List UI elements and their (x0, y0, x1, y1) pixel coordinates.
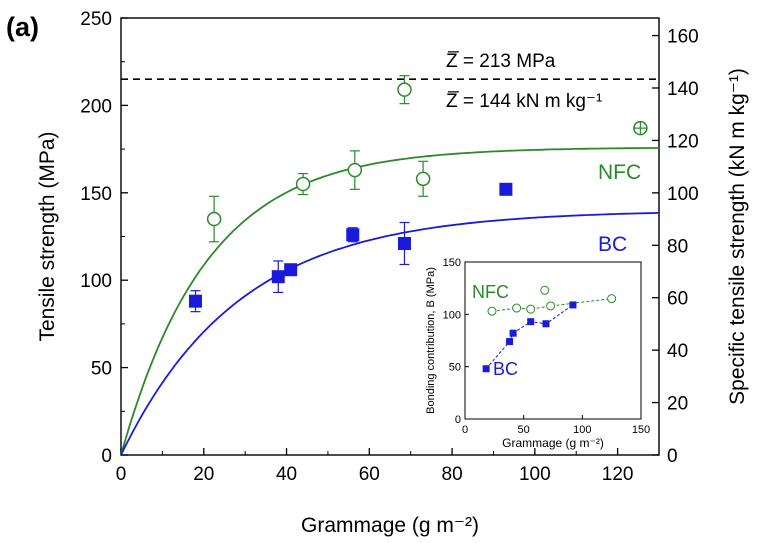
data-point-bc (284, 263, 298, 277)
data-point-bc (346, 228, 360, 242)
data-point-bc (499, 182, 513, 196)
y2-tick-label: 20 (667, 394, 688, 415)
inset-series-label-bc: BC (493, 359, 518, 379)
inset-x-tick-label: 0 (462, 424, 468, 436)
y2-tick-label: 80 (667, 236, 688, 257)
y2-tick-label: 60 (667, 289, 688, 310)
panel-label: (a) (6, 12, 39, 42)
inset-y-tick-label: 100 (443, 309, 461, 321)
fit-curve-nfc (120, 147, 659, 456)
y2-tick-label: 40 (667, 341, 688, 362)
inset-trend-nfc (491, 298, 612, 312)
y2-tick-label: 140 (667, 79, 699, 100)
inset-x-axis-label: Grammage (g m⁻²) (502, 436, 604, 450)
inset-point-bc (482, 365, 490, 373)
data-point-nfc (347, 162, 363, 178)
series-label-bc: BC (598, 233, 627, 256)
data-point-nfc (206, 211, 222, 227)
inset-x-tick-label: 150 (632, 424, 650, 436)
data-point-nfc (415, 171, 431, 187)
data-point-bc (188, 294, 202, 308)
inset-point-nfc (607, 294, 617, 304)
inset-y-tick-label: 50 (449, 362, 461, 374)
data-point-bc (271, 270, 285, 284)
x-tick-label: 40 (276, 464, 297, 485)
y-tick-label: 0 (101, 446, 112, 467)
y2-tick-label: 100 (667, 184, 699, 205)
inset-point-bc (509, 329, 517, 337)
y-tick-label: 250 (80, 9, 112, 30)
data-point-nfc (397, 82, 412, 97)
inset-trend-bc (485, 304, 574, 370)
x-tick-label: 60 (359, 464, 380, 485)
inset-point-nfc (540, 285, 550, 295)
fit-curve-bc (120, 212, 660, 456)
inset-y-tick-label: 150 (443, 257, 461, 269)
inset-point-bc (527, 318, 535, 326)
inset-x-tick-label: 100 (573, 424, 591, 436)
y-tick-label: 100 (80, 271, 112, 292)
x-axis-label: Grammage (g m⁻²) (301, 514, 479, 537)
y2-tick-label: 120 (667, 131, 699, 152)
annotation-mpa: Z̅ = 213 MPa (446, 51, 556, 72)
x-tick-label: 80 (442, 464, 463, 485)
inset-point-nfc (526, 304, 536, 314)
inset-point-bc (542, 320, 550, 328)
annotation-specific: Z̅ = 144 kN m kg⁻¹ (446, 91, 602, 112)
y2-axis-label: Specific tensile strength (kN m kg⁻¹) (726, 68, 749, 405)
y-tick-label: 50 (91, 359, 112, 380)
y2-tick-label: 0 (667, 446, 678, 467)
x-tick-label: 0 (116, 464, 127, 485)
inset-point-nfc (487, 306, 497, 316)
inset-y-axis-label: Bonding contribution, B (MPa) (425, 267, 437, 414)
data-point-bc (397, 236, 411, 250)
data-point-nfc (295, 176, 311, 192)
y-tick-label: 200 (80, 96, 112, 117)
inset-point-nfc (512, 303, 522, 313)
inset-series-label-nfc: NFC (472, 282, 509, 302)
y-tick-label: 150 (80, 184, 112, 205)
inset-y-tick-label: 0 (455, 414, 461, 426)
x-tick-label: 100 (519, 464, 551, 485)
inset-frame (464, 261, 642, 420)
x-tick-label: 120 (602, 464, 634, 485)
series-label-nfc: NFC (598, 161, 641, 184)
y-axis-label: Tensile strength (MPa) (36, 131, 59, 341)
inset-point-bc (506, 338, 514, 346)
inset-point-bc (569, 301, 577, 309)
inset-point-nfc (546, 301, 556, 311)
x-tick-label: 20 (193, 464, 214, 485)
y2-tick-label: 160 (667, 27, 699, 48)
inset-x-tick-label: 50 (518, 424, 530, 436)
